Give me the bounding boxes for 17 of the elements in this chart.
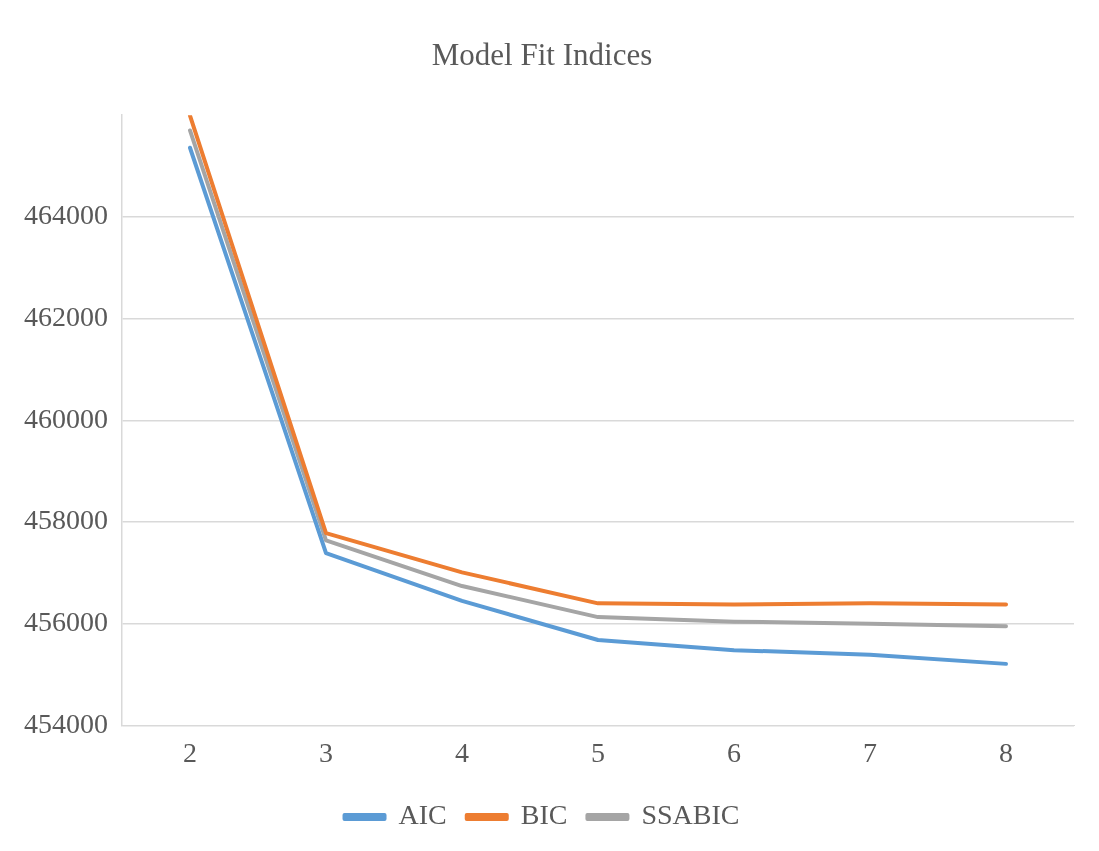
x-tick-label: 4 (455, 736, 469, 768)
x-tick-label: 7 (863, 736, 877, 768)
y-tick-label: 458000 (24, 504, 108, 536)
y-tick-label: 454000 (24, 707, 108, 739)
x-tick-label: 6 (727, 736, 741, 768)
x-tick-label: 3 (319, 736, 333, 768)
legend-label: SSABIC (641, 799, 740, 831)
x-tick-label: 2 (183, 736, 197, 768)
y-tick-label: 464000 (24, 199, 108, 231)
x-tick-label: 5 (591, 736, 605, 768)
y-tick-label: 456000 (24, 606, 108, 638)
legend-label: BIC (520, 799, 568, 831)
chart-title: Model Fit Indices (431, 36, 653, 72)
x-tick-label: 8 (999, 736, 1013, 768)
y-tick-label: 462000 (24, 300, 108, 332)
legend-label: AIC (398, 799, 447, 831)
y-tick-label: 460000 (24, 402, 108, 434)
